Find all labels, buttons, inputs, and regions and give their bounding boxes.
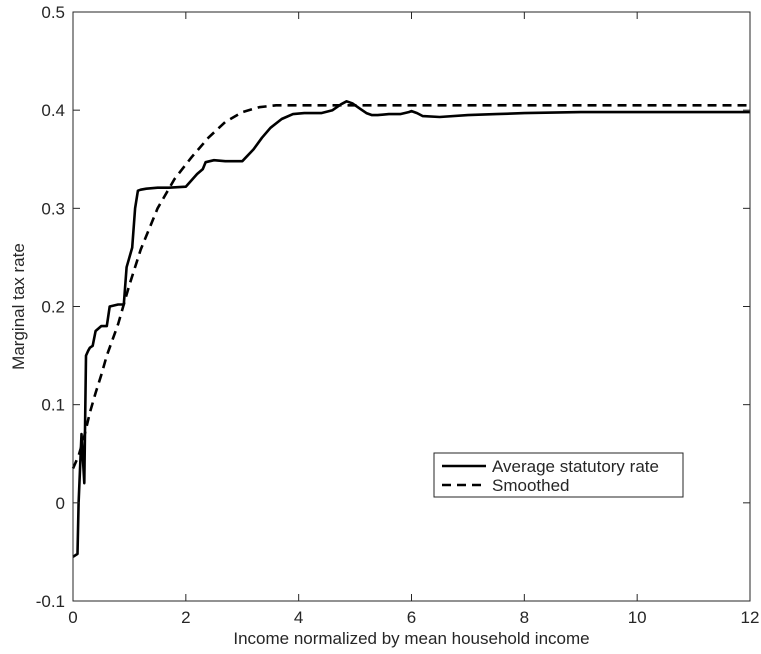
legend-label: Average statutory rate	[492, 457, 659, 476]
tick-layer: 0 2 4 6 8 10 12-0.100.10.20.30.40.5	[36, 3, 760, 627]
y-tick-label: -0.1	[36, 592, 65, 611]
smoothed-series-line	[71, 104, 750, 470]
x-tick-label: 0	[68, 608, 77, 627]
x-tick-label: 4	[294, 608, 303, 627]
x-tick-label: 10	[628, 608, 647, 627]
x-tick-label: 6	[407, 608, 416, 627]
y-tick-label: 0.3	[41, 199, 65, 218]
y-tick-label: 0.5	[41, 3, 65, 22]
series-layer	[71, 100, 750, 558]
x-tick-label: 8	[520, 608, 529, 627]
y-tick-label: 0.1	[41, 396, 65, 415]
y-tick-label: 0.4	[41, 101, 65, 120]
x-tick-label: 12	[741, 608, 760, 627]
average-statutory-rate-series-line	[72, 100, 750, 558]
y-tick-label: 0	[56, 494, 65, 513]
legend-box	[433, 452, 684, 498]
x-tick-label: 2	[181, 608, 190, 627]
x-axis-label: Income normalized by mean household inco…	[233, 629, 589, 648]
y-tick-label: 0.2	[41, 298, 65, 317]
plot-area	[73, 12, 750, 601]
legend-label: Smoothed	[492, 476, 570, 495]
y-axis-label: Marginal tax rate	[9, 243, 28, 370]
